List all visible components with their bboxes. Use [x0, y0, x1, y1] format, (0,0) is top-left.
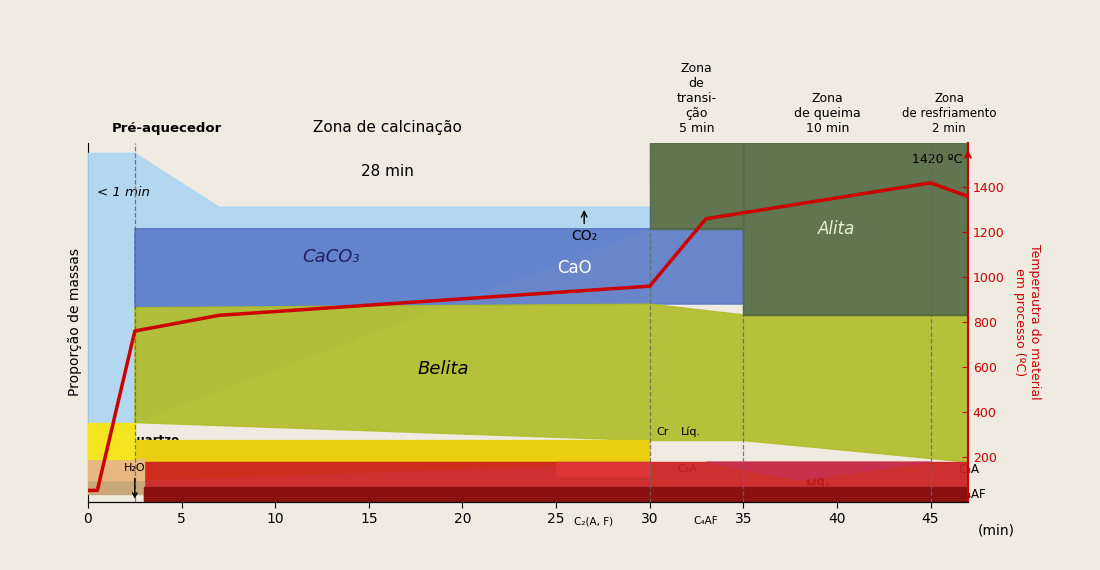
Text: C₂(A, F): C₂(A, F): [574, 516, 613, 526]
Text: α - Quartzo: α - Quartzo: [314, 445, 387, 458]
Text: C₃A: C₃A: [678, 465, 697, 474]
Text: Minerais da argila: Minerais da argila: [104, 461, 218, 471]
Polygon shape: [744, 142, 968, 315]
Polygon shape: [144, 487, 968, 502]
Text: C₄AF: C₄AF: [694, 516, 718, 526]
Text: CaO: CaO: [558, 259, 592, 277]
Text: 1420 ºC: 1420 ºC: [912, 153, 962, 166]
Text: Líq.: Líq.: [806, 475, 830, 488]
Polygon shape: [88, 422, 135, 458]
Text: Fe₂O₃: Fe₂O₃: [101, 482, 132, 492]
Text: Belita: Belita: [418, 360, 470, 378]
Text: C₁₂A₇: C₁₂A₇: [579, 465, 608, 474]
Polygon shape: [135, 229, 744, 308]
Y-axis label: Proporção de massas: Proporção de massas: [68, 248, 82, 396]
Text: Pré-aquecedor: Pré-aquecedor: [111, 123, 222, 135]
Text: Zona
de queima
10 min: Zona de queima 10 min: [794, 92, 861, 135]
Text: CaCO₃: CaCO₃: [302, 249, 360, 266]
Text: (min): (min): [978, 523, 1014, 537]
Polygon shape: [135, 304, 968, 462]
Text: 28 min: 28 min: [361, 164, 414, 179]
Text: Alita: Alita: [818, 219, 856, 238]
Text: Líq.: Líq.: [681, 427, 701, 437]
Polygon shape: [144, 462, 968, 502]
Polygon shape: [88, 153, 650, 422]
Polygon shape: [88, 458, 144, 480]
Text: β - Quartzo: β - Quartzo: [104, 434, 179, 447]
Text: H₂O: H₂O: [124, 463, 145, 497]
Polygon shape: [135, 441, 650, 480]
Text: Zona de calcinação: Zona de calcinação: [314, 120, 462, 135]
Text: Zona
de
transi-
ção
5 min: Zona de transi- ção 5 min: [676, 62, 716, 135]
Text: Zona
de resfriamento
2 min: Zona de resfriamento 2 min: [902, 92, 997, 135]
Text: C₃A: C₃A: [958, 463, 980, 476]
Polygon shape: [706, 462, 931, 480]
Polygon shape: [88, 480, 144, 494]
Text: Cr: Cr: [657, 427, 669, 437]
Polygon shape: [650, 142, 744, 229]
Text: < 1 min: < 1 min: [98, 186, 151, 198]
Y-axis label: Temperautra do material
em processo (ºC): Temperautra do material em processo (ºC): [1013, 244, 1041, 400]
Text: CO₂: CO₂: [571, 211, 597, 243]
Polygon shape: [557, 462, 650, 477]
Text: C₄AF: C₄AF: [958, 488, 987, 501]
